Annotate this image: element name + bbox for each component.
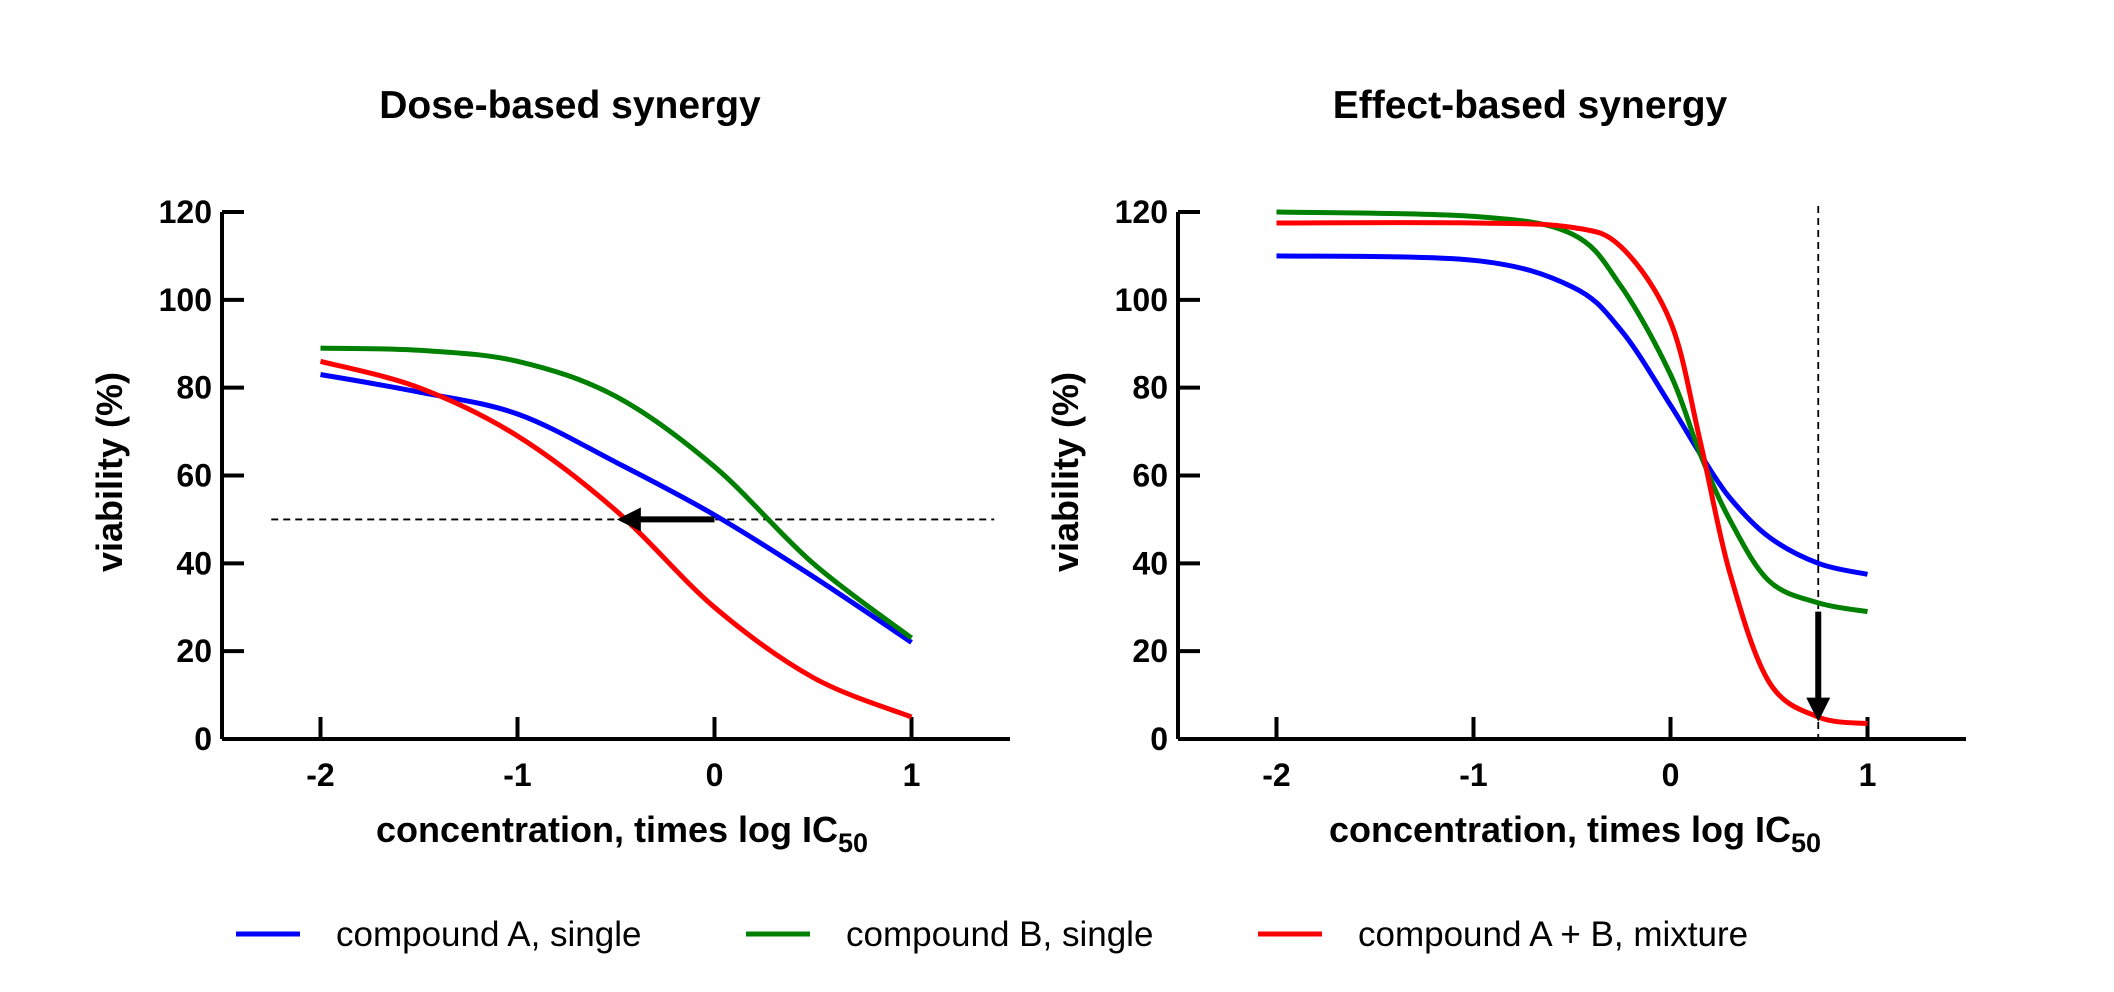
x-axis-label-subscript: 50	[1791, 828, 1821, 858]
x-tick-label: 0	[706, 757, 724, 793]
x-tick-label: 1	[903, 757, 921, 793]
legend: compound A, single compound B, single co…	[236, 915, 1748, 954]
x-tick-label: -2	[306, 757, 334, 793]
series-line-2	[1276, 220, 1868, 727]
y-tick-label: 80	[1132, 370, 1168, 406]
y-axis-label: viability (%)	[89, 372, 130, 572]
x-axis-label-subscript: 50	[838, 828, 868, 858]
y-tick-label: 40	[176, 545, 212, 581]
series-line-2	[319, 358, 913, 720]
series-line-1	[320, 345, 914, 640]
x-tick-label: -1	[1459, 757, 1487, 793]
y-tick-label: 80	[176, 370, 212, 406]
legend-label-compound-a: compound A, single	[336, 915, 641, 954]
panel-title: Effect-based synergy	[1333, 84, 1728, 127]
series-line-0	[320, 372, 913, 645]
y-tick-label: 100	[159, 282, 212, 318]
y-tick-label: 40	[1132, 545, 1168, 581]
series-line-0	[1276, 253, 1869, 577]
y-tick-label: 120	[159, 194, 212, 230]
legend-label-compound-b: compound B, single	[846, 915, 1153, 954]
effect-based-panel: Effect-based synergy viability (%) conce…	[1045, 84, 1966, 858]
legend-label-mixture: compound A + B, mixture	[1358, 915, 1748, 954]
x-axis-label: concentration, times log IC50	[1329, 809, 1821, 858]
y-axis-label: viability (%)	[1045, 372, 1086, 572]
panel-title: Dose-based synergy	[379, 84, 761, 127]
y-tick-label: 20	[1132, 633, 1168, 669]
dose-based-panel: Dose-based synergy viability (%) concent…	[89, 84, 1010, 858]
y-tick-label: 0	[1150, 721, 1168, 757]
series-line-1	[1276, 209, 1868, 615]
x-tick-label: -1	[503, 757, 531, 793]
plot-area: 0 20 40 60 80 100 120 -2 -1 0 1	[1115, 194, 1966, 793]
y-tick-label: 60	[1132, 458, 1168, 494]
x-tick-label: 0	[1662, 757, 1680, 793]
y-tick-label: 20	[176, 633, 212, 669]
x-axis-label: concentration, times log IC50	[376, 809, 868, 858]
x-tick-label: -2	[1262, 757, 1290, 793]
y-tick-label: 100	[1115, 282, 1168, 318]
y-tick-label: 0	[194, 721, 212, 757]
y-tick-label: 120	[1115, 194, 1168, 230]
x-tick-label: 1	[1859, 757, 1877, 793]
x-axis-label-main: concentration, times log IC	[376, 809, 838, 850]
x-axis-label-main: concentration, times log IC	[1329, 809, 1791, 850]
plot-area: 0 20 40 60 80 100 120 -2 -1 0 1	[159, 194, 1010, 793]
y-tick-label: 60	[176, 458, 212, 494]
